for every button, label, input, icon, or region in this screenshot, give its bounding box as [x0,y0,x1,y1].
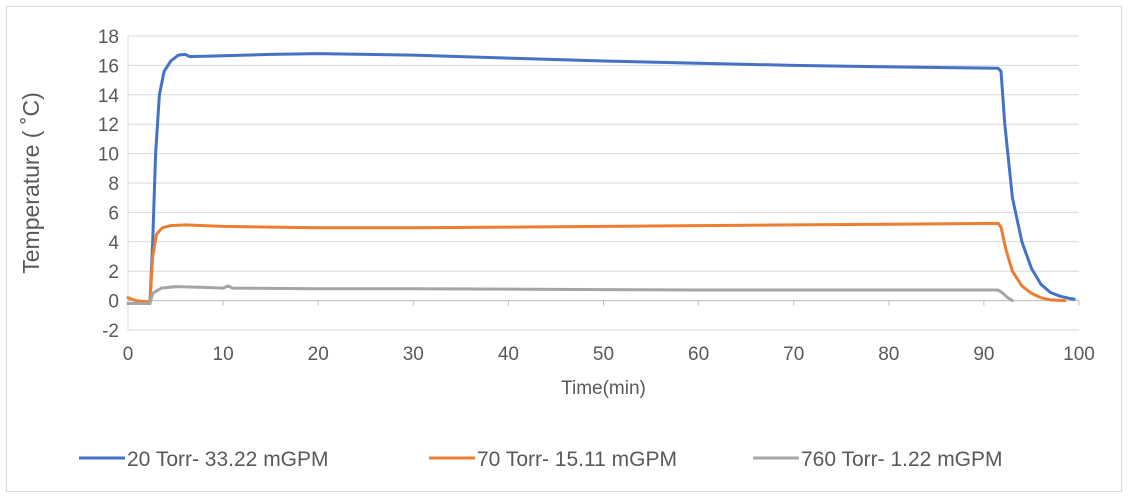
y-tick-label: 8 [108,174,119,195]
y-tick-label: 12 [98,115,119,136]
y-tick-label: 4 [108,233,119,254]
series-line-0 [126,52,1076,305]
x-axis-ticks: 0 10 20 30 40 50 60 70 80 90 100 [123,300,1095,365]
x-tick-label: 30 [403,344,424,365]
legend-label-1: 70 Torr- 15.11 mGPM [477,448,677,471]
legend: 20 Torr- 33.22 mGPM 70 Torr- 15.11 mGPM 76… [79,448,1003,471]
y-tick-label: 10 [98,145,119,166]
x-tick-label: 50 [593,344,614,365]
y-tick-label: -2 [102,321,119,342]
series-line-1 [126,221,1067,304]
y-axis-ticks: -2 0 2 4 6 8 10 12 14 16 18 [98,27,120,342]
x-tick-label: 80 [878,344,899,365]
gridlines [127,35,1079,331]
series-line-2 [126,284,1014,305]
x-tick-label: 100 [1063,344,1095,365]
y-axis-label: Temperature ( ˚C) [18,92,44,273]
y-tick-label: 2 [108,262,119,283]
x-tick-label: 60 [688,344,709,365]
x-tick-label: 0 [123,344,134,365]
x-axis-label: Time(min) [561,378,646,399]
chart-area: -2 0 2 4 6 8 10 12 14 16 18 0 10 20 30 40 50 60 70 80 90 100… [6,6,1122,492]
x-tick-label: 70 [783,344,804,365]
y-tick-label: 14 [98,86,120,107]
x-tick-label: 10 [213,344,234,365]
legend-label-0: 20 Torr- 33.22 mGPM [127,448,329,471]
x-tick-label: 90 [973,344,994,365]
y-tick-label: 6 [108,203,119,224]
x-tick-label: 20 [308,344,329,365]
y-tick-label: 18 [98,27,119,48]
legend-label-2: 760 Torr- 1.22 mGPM [801,448,1003,471]
x-tick-label: 40 [498,344,519,365]
series-lines [126,52,1076,305]
y-tick-label: 16 [98,56,119,77]
y-tick-label: 0 [108,292,119,313]
